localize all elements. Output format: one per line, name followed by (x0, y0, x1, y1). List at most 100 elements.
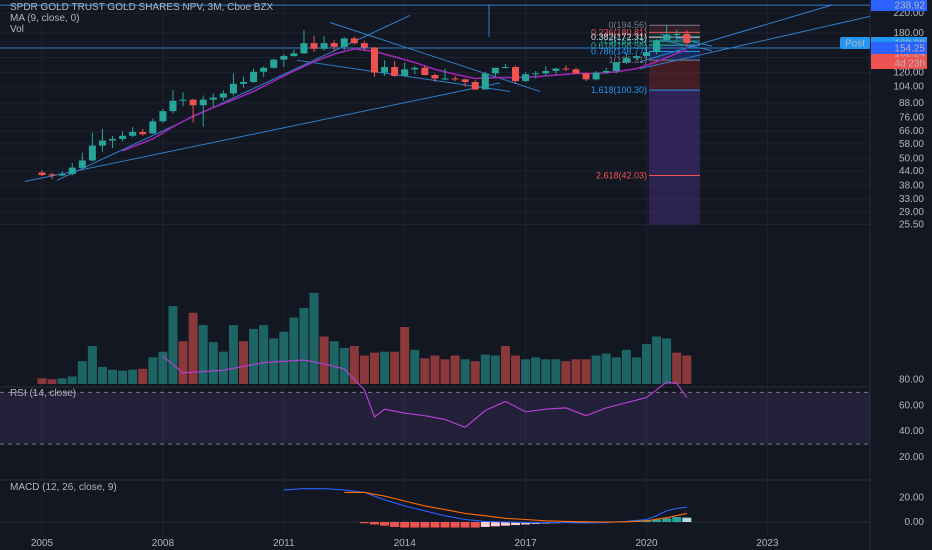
macd-label: MACD (12, 26, close, 9) (10, 482, 117, 493)
candle-body (310, 43, 318, 49)
macd-legend[interactable]: MACD (12, 26, close, 9) (10, 482, 117, 493)
volume-bar (259, 325, 269, 384)
volume-bar (672, 352, 682, 384)
candle-body (421, 67, 429, 76)
candle-body (683, 33, 691, 43)
volume-bar (642, 344, 651, 384)
post-price-badge: 162.24 (894, 48, 925, 59)
volume-bar (57, 378, 67, 384)
volume-bar (571, 359, 581, 384)
candle-body (209, 97, 217, 100)
rsi-legend[interactable]: RSI (14, close) (10, 388, 76, 399)
macd-histogram-bar (359, 522, 369, 524)
countdown-badge: 4d 23h (894, 58, 925, 69)
volume-bar (631, 357, 641, 384)
volume-bar (551, 359, 561, 384)
time-tick-label: 2020 (635, 538, 658, 549)
volume-bar (380, 351, 390, 384)
candle-body (622, 58, 630, 63)
rsi-label: RSI (14, close) (10, 388, 77, 399)
macd-tick-label: 0.00 (905, 517, 925, 528)
volume-bar (37, 378, 47, 384)
macd-tick-label: 20.00 (899, 492, 924, 503)
ma-polyline (122, 47, 688, 152)
candle-body (179, 99, 187, 101)
candle-body (149, 121, 157, 134)
fib-level-label: 0.786(148.77) (591, 47, 647, 57)
rsi-tick-label: 40.00 (899, 426, 924, 437)
candle-body (300, 43, 308, 54)
price-tick-label: 180.00 (893, 28, 924, 39)
lower-level-badge: 154.25 (894, 43, 925, 54)
fib-level-label: 1.618(100.30) (591, 85, 647, 95)
volume-bar (87, 346, 97, 384)
fib-level-label: 0(194.56) (608, 20, 647, 30)
macd-histogram-bar (652, 519, 662, 522)
time-axis[interactable]: 2005 2008 2011 2014 2017 2020 2023 (31, 538, 779, 549)
lower-level-badge-bg (871, 41, 927, 54)
macd-histogram-bar (390, 522, 400, 527)
candle-body (320, 43, 328, 49)
volume-bar (500, 346, 510, 384)
price-tick-label: 33.00 (899, 194, 924, 205)
volume-bar (77, 361, 87, 384)
volume-bar (148, 357, 158, 384)
fib-zone (649, 175, 700, 225)
candle-body (250, 71, 258, 83)
candle-body (552, 68, 560, 71)
candle-body (189, 99, 197, 106)
volume-bar (319, 336, 329, 384)
candle-body (401, 69, 409, 76)
volume-bar (97, 366, 107, 384)
volume-bar (118, 370, 128, 384)
fib-level-label: 0.5(165.43) (601, 36, 647, 46)
fib-level-label: 0.618(158.56) (591, 40, 647, 50)
price-tick-label: 120.00 (893, 68, 924, 79)
candle-body (532, 73, 540, 75)
volume-bar (279, 331, 289, 384)
volume-bar (329, 341, 339, 384)
fib-level-label: 0.382(172.31) (591, 32, 647, 42)
candle-body (350, 38, 358, 44)
candle-body (290, 53, 298, 57)
candle-body (340, 38, 348, 47)
ma-legend[interactable]: MA (9, close, 0) (10, 13, 80, 24)
fibonacci-retracement[interactable]: 0(194.56)0.236(180.81)0.382(172.31)0.5(1… (591, 20, 700, 225)
rsi-tick-label: 20.00 (899, 452, 924, 463)
volume-bar (198, 325, 208, 384)
rsi-line (162, 355, 688, 428)
candle-body (643, 52, 650, 57)
trendline (24, 82, 501, 183)
macd-histogram-bar (672, 517, 682, 522)
candle-body (491, 67, 499, 74)
candle-body (280, 56, 288, 60)
volume-legend[interactable]: Vol (10, 24, 24, 35)
volume-bar (218, 351, 228, 384)
volume-bar (521, 359, 531, 384)
rsi-tick-label: 80.00 (899, 374, 924, 385)
price-tick-label: 58.00 (899, 139, 924, 150)
candle-body (199, 99, 207, 106)
rsi-band (0, 392, 870, 445)
candle-body (219, 93, 227, 98)
candle-body (471, 82, 479, 90)
candle-body (592, 72, 600, 80)
volume-bar (228, 325, 238, 384)
candle-body (461, 79, 469, 83)
candle-body (522, 74, 530, 82)
price-tick-label: 25.50 (899, 219, 924, 230)
volume-bar (400, 327, 410, 384)
price-tick-label: 66.00 (899, 126, 924, 137)
signal-line (344, 491, 687, 523)
candle-body (381, 67, 389, 73)
candle-body (582, 73, 590, 80)
price-tick-label: 44.00 (899, 166, 924, 177)
volume-bar (390, 351, 400, 384)
symbol-title[interactable]: SPDR GOLD TRUST GOLD SHARES NPV, 3M, Cbo… (10, 2, 274, 13)
macd-line (283, 488, 687, 524)
volume-bar (158, 351, 168, 384)
candle-body (229, 83, 237, 94)
candle-body (58, 174, 66, 176)
macd-histogram-bar (581, 522, 591, 523)
